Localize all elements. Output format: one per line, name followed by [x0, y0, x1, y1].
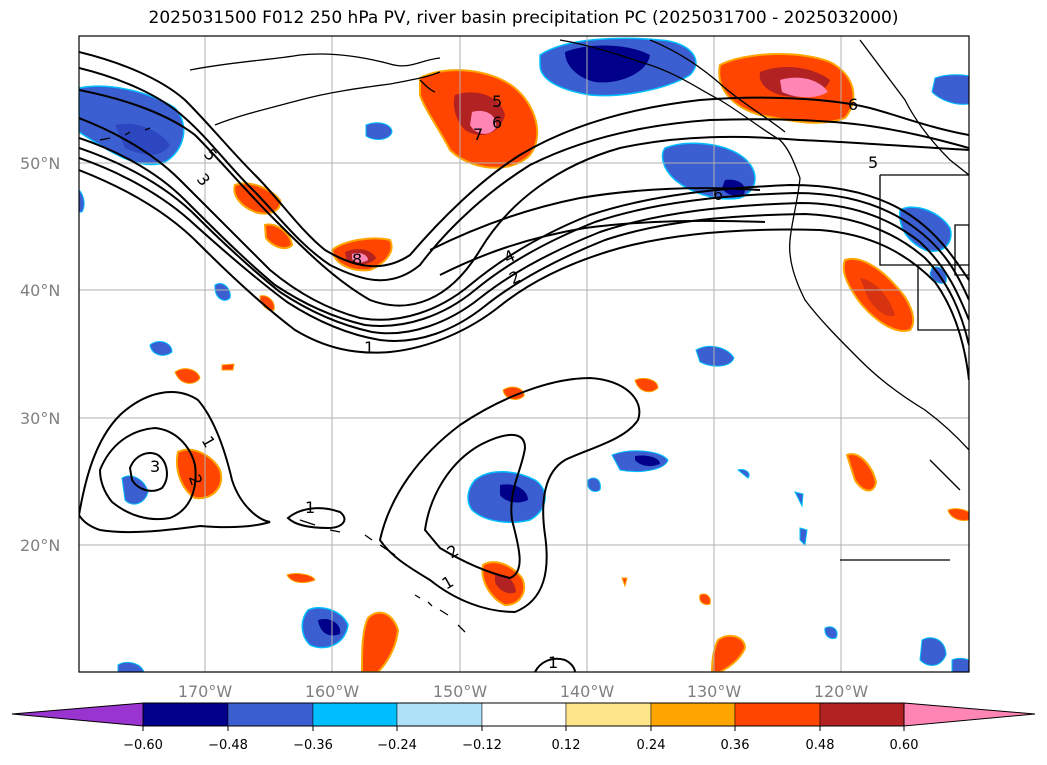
lon-label-120w: 120°W: [814, 682, 869, 701]
lon-label-160w: 160°W: [305, 682, 360, 701]
contour-2: [439, 219, 766, 276]
contour-label: 5: [492, 92, 502, 111]
contour-label: 1: [305, 498, 315, 517]
contour-label: 1: [548, 653, 558, 672]
latitude-labels: 50°N 40°N 30°N 20°N: [20, 154, 60, 555]
colorbar-tick-label: −0.60: [123, 738, 163, 753]
colorbar-arrow-left: [11, 702, 144, 727]
contour-1-cutoff-west: [79, 391, 271, 534]
contour-label: 6: [713, 185, 723, 204]
map-border: [78, 35, 970, 673]
contour-1-small: [286, 507, 346, 530]
contour-4: [429, 187, 761, 251]
lon-label-130w: 130°W: [687, 682, 742, 701]
colorbar-segment: [734, 702, 821, 727]
colorbar-segment: [565, 702, 652, 727]
contour-label: 6: [492, 113, 502, 132]
neg-blob-nw: [79, 85, 185, 166]
contour-label: 1: [364, 338, 374, 357]
pv-contours: [79, 51, 969, 672]
colorbar-segment: [650, 702, 736, 727]
colorbar-segment: [396, 702, 483, 727]
colorbar-tick-label: 0.12: [552, 738, 581, 753]
lat-label-20n: 20°N: [20, 536, 60, 555]
contour-label: 8: [352, 250, 362, 269]
colorbar-tick-label: −0.24: [377, 738, 417, 753]
contour-label: 5: [868, 153, 878, 172]
colorbar-tick-label: −0.48: [208, 738, 248, 753]
longitude-labels: 170°W 160°W 150°W 140°W 130°W 120°W: [178, 682, 869, 701]
contour-label: 7: [473, 125, 483, 144]
contour-1-bottom: [534, 657, 576, 672]
colorbar-tick-label: 0.48: [806, 738, 835, 753]
colorbar-tick-label: −0.36: [293, 738, 333, 753]
contour-1-trough: [378, 376, 641, 614]
lat-label-30n: 30°N: [20, 409, 60, 428]
contour-3-cutoff: [128, 452, 168, 492]
coastlines: [99, 39, 969, 633]
colorbar: −0.60 −0.48 −0.36 −0.24 −0.12 0.12 0.24 …: [11, 702, 1036, 753]
lat-label-50n: 50°N: [20, 154, 60, 173]
map-title: 2025031500 F012 250 hPa PV, river basin …: [148, 8, 899, 28]
contour-2-trough: [423, 433, 527, 580]
contour-6-north: [79, 67, 969, 282]
colorbar-segment: [312, 702, 398, 727]
lat-label-40n: 40°N: [20, 281, 60, 300]
colorbar-tick-label: 0.24: [637, 738, 666, 753]
colorbar-segment: [481, 702, 567, 727]
contour-2-cutoff-west: [98, 426, 197, 521]
contour-1-jet: [79, 169, 969, 381]
contour-3: [79, 117, 969, 321]
colorbar-tick-label: −0.12: [462, 738, 502, 753]
colorbar-segment: [227, 702, 314, 727]
contour-label: 3: [150, 457, 160, 476]
colorbar-tick-label: 0.36: [721, 738, 750, 753]
precipitation-shading: [79, 37, 969, 672]
lon-label-140w: 140°W: [560, 682, 615, 701]
contour-label: 6: [848, 95, 858, 114]
contour-7: [79, 89, 969, 307]
colorbar-arrow-right: [903, 702, 1036, 727]
colorbar-tick-label: 0.60: [890, 738, 919, 753]
contour-5-north: [79, 51, 969, 268]
colorbar-segment: [819, 702, 905, 727]
colorbar-segment: [142, 702, 229, 727]
lon-label-150w: 150°W: [433, 682, 488, 701]
lon-label-170w: 170°W: [178, 682, 233, 701]
